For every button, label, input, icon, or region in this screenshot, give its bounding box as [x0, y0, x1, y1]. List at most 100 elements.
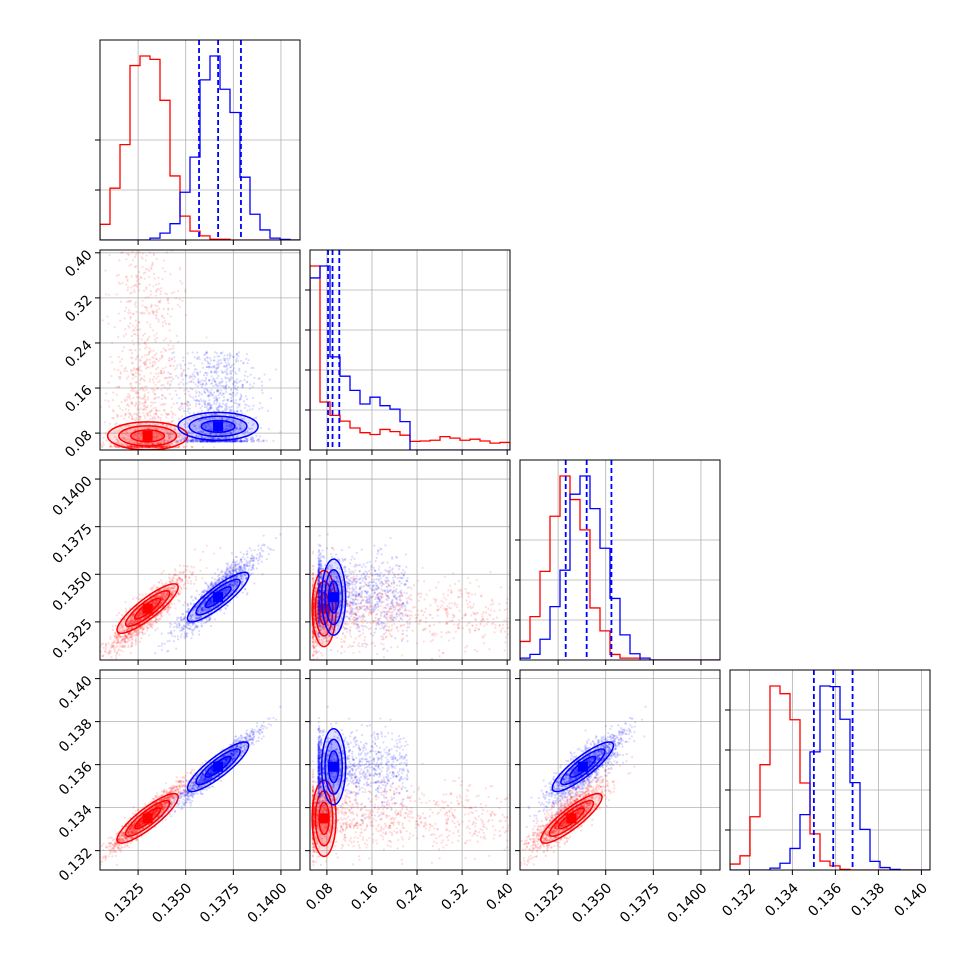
scatter-point — [239, 398, 242, 401]
scatter-point — [119, 645, 122, 648]
scatter-point — [119, 649, 122, 652]
scatter-point — [233, 584, 236, 588]
scatter-point — [122, 644, 125, 647]
scatter-point — [175, 581, 179, 584]
scatter-point — [153, 272, 156, 276]
scatter-point — [200, 409, 204, 412]
scatter-point — [211, 394, 215, 397]
scatter-point — [162, 569, 165, 573]
scatter-point — [202, 440, 205, 443]
scatter-point — [109, 444, 113, 448]
scatter-point — [159, 357, 162, 360]
scatter-point — [138, 400, 141, 404]
scatter-point — [197, 616, 200, 619]
scatter-point — [167, 344, 170, 347]
scatter-point — [227, 417, 230, 420]
scatter-point — [184, 574, 187, 577]
scatter-point — [151, 621, 155, 625]
scatter-point — [165, 293, 169, 296]
scatter-point — [187, 430, 190, 433]
scatter-point — [197, 435, 200, 438]
scatter-point — [190, 439, 193, 443]
scatter-point — [232, 440, 235, 443]
scatter-point — [158, 288, 161, 291]
scatter-point — [238, 398, 241, 401]
scatter-point — [234, 565, 237, 568]
scatter-point — [225, 373, 229, 376]
scatter-point — [239, 393, 243, 396]
scatter-point — [144, 442, 147, 445]
scatter-point — [138, 283, 141, 286]
scatter-point — [241, 577, 244, 581]
scatter-point — [115, 614, 118, 617]
scatter-point — [114, 435, 117, 439]
scatter-point — [202, 399, 205, 402]
scatter-point — [160, 632, 163, 635]
scatter-point — [128, 607, 132, 610]
scatter-point — [210, 381, 214, 385]
scatter-point — [243, 569, 246, 572]
scatter-point — [160, 315, 164, 318]
scatter-point — [201, 418, 204, 421]
scatter-point — [208, 402, 211, 405]
scatter-point — [128, 413, 132, 416]
scatter-point — [210, 583, 213, 586]
scatter-point — [129, 622, 133, 625]
scatter-point — [174, 574, 177, 577]
scatter-point — [200, 619, 203, 622]
scatter-point — [129, 445, 133, 448]
scatter-point — [144, 593, 148, 596]
scatter-point — [149, 588, 152, 591]
scatter-point — [188, 570, 192, 573]
scatter-point — [225, 363, 229, 366]
scatter-point — [128, 394, 131, 397]
scatter-point — [117, 368, 120, 372]
scatter-point — [118, 360, 122, 363]
scatter-point — [183, 437, 187, 440]
scatter-point — [159, 446, 162, 449]
scatter-point — [171, 416, 174, 419]
scatter-point — [233, 563, 237, 566]
scatter-point — [127, 637, 130, 641]
scatter-point — [137, 614, 140, 617]
scatter-point — [221, 590, 224, 593]
scatter-point — [140, 612, 144, 616]
scatter-point — [224, 584, 228, 587]
scatter-point — [153, 277, 156, 280]
scatter-point — [232, 565, 235, 568]
scatter-point — [170, 587, 173, 590]
scatter-point — [232, 355, 236, 359]
scatter-point — [222, 357, 225, 360]
scatter-point — [125, 629, 128, 632]
scatter-point — [125, 306, 128, 309]
scatter-point — [154, 427, 157, 430]
scatter-point — [248, 408, 252, 411]
scatter-point — [218, 404, 221, 407]
scatter-point — [203, 401, 206, 404]
scatter-point — [104, 432, 107, 435]
scatter-point — [182, 584, 185, 587]
scatter-point — [175, 367, 178, 370]
scatter-point — [139, 610, 142, 613]
scatter-point — [203, 608, 206, 612]
scatter-point — [157, 375, 160, 378]
scatter-point — [236, 406, 239, 409]
scatter-point — [124, 635, 127, 638]
scatter-point — [117, 273, 120, 276]
scatter-point — [260, 380, 263, 384]
scatter-point — [206, 394, 209, 397]
scatter-point — [216, 400, 219, 404]
scatter-point — [140, 276, 143, 279]
scatter-point — [132, 613, 136, 617]
scatter-point — [199, 406, 202, 410]
scatter-point — [117, 404, 120, 408]
scatter-point — [204, 371, 208, 375]
scatter-point — [170, 591, 174, 594]
scatter-point — [184, 581, 187, 584]
scatter-point — [193, 425, 197, 428]
scatter-point — [170, 443, 173, 446]
scatter-point — [251, 440, 254, 443]
scatter-point — [167, 608, 170, 611]
scatter-point — [121, 358, 124, 361]
scatter-point — [173, 585, 176, 588]
